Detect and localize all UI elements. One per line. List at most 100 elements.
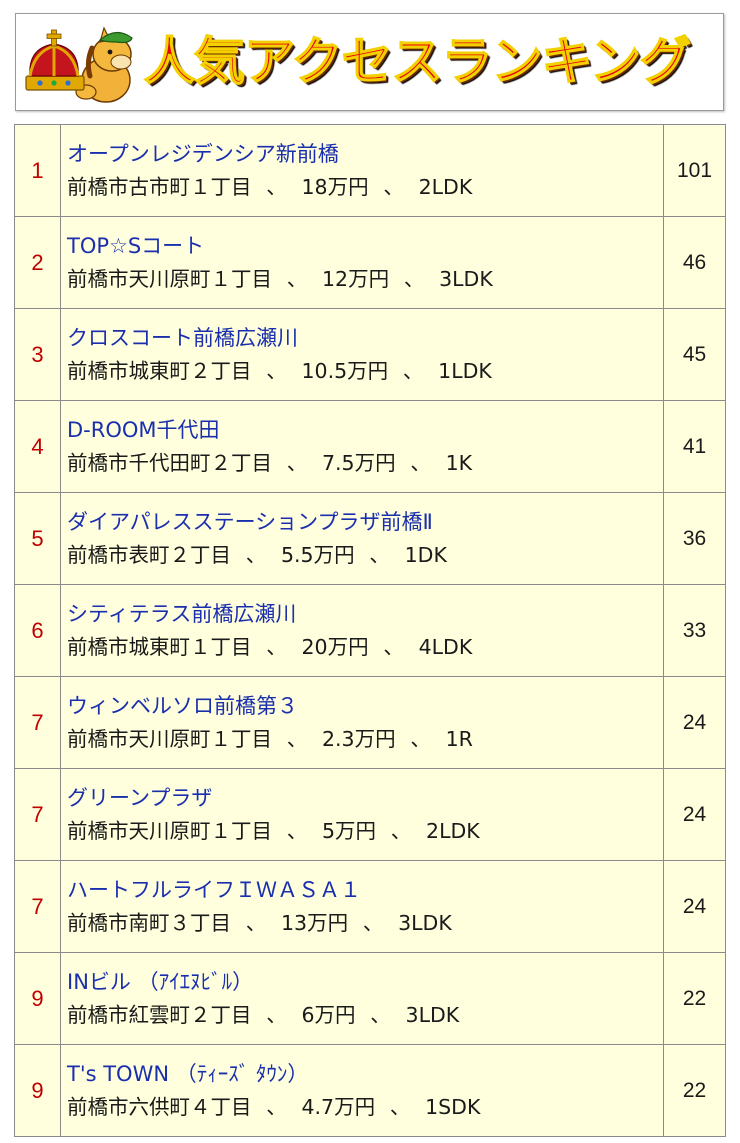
property-layout: 3LDK	[398, 910, 452, 935]
property-layout: 1K	[445, 450, 473, 475]
property-cell: シティテラス前橋広瀬川 前橋市城東町１丁目、 20万円、 4LDK	[60, 584, 664, 677]
ranking-row: 4 D-ROOM千代田 前橋市千代田町２丁目、 7.5万円、 1K 41	[14, 400, 726, 493]
rank-number: 7	[14, 768, 61, 861]
property-rent: 7.5万円	[322, 450, 396, 475]
property-rent: 18万円	[301, 174, 369, 199]
property-detail: 前橋市天川原町１丁目、 12万円、 3LDK	[67, 262, 663, 296]
property-name-link[interactable]: ハートフルライフＩＷＡＳＡ１	[67, 877, 361, 902]
rank-number: 1	[14, 124, 61, 217]
separator: 、	[266, 358, 287, 383]
rank-number: 4	[14, 400, 61, 493]
ranking-banner: 人気アクセスランキング	[15, 13, 724, 111]
rank-number: 6	[14, 584, 61, 677]
separator: 、	[403, 266, 425, 291]
property-address: 前橋市古市町１丁目	[67, 174, 252, 199]
property-address: 前橋市千代田町２丁目	[67, 450, 272, 475]
property-detail: 前橋市城東町２丁目、 10.5万円、 1LDK	[67, 354, 663, 388]
property-rent: 2.3万円	[322, 726, 396, 751]
rank-number: 9	[14, 952, 61, 1045]
property-address: 前橋市紅雲町２丁目	[67, 1002, 252, 1027]
rank-number: 7	[14, 676, 61, 769]
separator: 、	[390, 818, 412, 843]
ranking-row: 3 クロスコート前橋広瀬川 前橋市城東町２丁目、 10.5万円、 1LDK 45	[14, 308, 726, 401]
property-rent: 6万円	[301, 1002, 356, 1027]
property-name-link[interactable]: D-ROOM千代田	[67, 417, 220, 442]
property-cell: ハートフルライフＩＷＡＳＡ１ 前橋市南町３丁目、 13万円、 3LDK	[60, 860, 664, 953]
property-layout: 3LDK	[405, 1002, 460, 1027]
access-count: 24	[663, 676, 726, 769]
property-detail: 前橋市天川原町１丁目、 2.3万円、 1R	[67, 722, 663, 756]
property-name-link[interactable]: グリーンプラザ	[67, 785, 213, 810]
separator: 、	[286, 450, 308, 475]
property-rent: 13万円	[281, 910, 349, 935]
property-name-link[interactable]: クロスコート前橋広瀬川	[67, 325, 298, 350]
separator: 、	[245, 910, 267, 935]
separator: 、	[266, 174, 287, 199]
property-cell: オープンレジデンシア新前橋 前橋市古市町１丁目、 18万円、 2LDK	[60, 124, 664, 217]
ranking-row: 1 オープンレジデンシア新前橋 前橋市古市町１丁目、 18万円、 2LDK 101	[14, 124, 726, 217]
separator: 、	[402, 358, 424, 383]
separator: 、	[266, 634, 287, 659]
property-name-link[interactable]: INビル （ｱｲｴﾇﾋﾞﾙ）	[67, 969, 254, 994]
property-layout: 1LDK	[438, 358, 492, 383]
property-detail: 前橋市紅雲町２丁目、 6万円、 3LDK	[67, 998, 663, 1032]
property-layout: 1DK	[404, 542, 447, 567]
property-name-link[interactable]: ダイアパレスステーションプラザ前橋Ⅱ	[67, 509, 433, 534]
property-rent: 12万円	[322, 266, 390, 291]
property-address: 前橋市天川原町１丁目	[67, 818, 272, 843]
property-address: 前橋市天川原町１丁目	[67, 266, 272, 291]
separator: 、	[286, 266, 308, 291]
property-layout: 2LDK	[426, 818, 480, 843]
property-cell: D-ROOM千代田 前橋市千代田町２丁目、 7.5万円、 1K	[60, 400, 664, 493]
property-address: 前橋市六供町４丁目	[67, 1094, 252, 1119]
ranking-table: 1 オープンレジデンシア新前橋 前橋市古市町１丁目、 18万円、 2LDK 101 2 TOP…	[14, 124, 726, 1137]
ranking-row: 7 グリーンプラザ 前橋市天川原町１丁目、 5万円、 2LDK 24	[14, 768, 726, 861]
property-cell: クロスコート前橋広瀬川 前橋市城東町２丁目、 10.5万円、 1LDK	[60, 308, 664, 401]
ranking-row: 6 シティテラス前橋広瀬川 前橋市城東町１丁目、 20万円、 4LDK 33	[14, 584, 726, 677]
separator: 、	[245, 542, 267, 567]
property-name-link[interactable]: TOP☆Sコート	[67, 233, 205, 258]
property-name-link[interactable]: T's TOWN （ﾃｨｰｽﾞ ﾀｳﾝ）	[67, 1061, 309, 1086]
property-detail: 前橋市天川原町１丁目、 5万円、 2LDK	[67, 814, 663, 848]
access-count: 46	[663, 216, 726, 309]
property-detail: 前橋市城東町１丁目、 20万円、 4LDK	[67, 630, 663, 664]
separator: 、	[362, 910, 384, 935]
ranking-row: 9 INビル （ｱｲｴﾇﾋﾞﾙ） 前橋市紅雲町２丁目、 6万円、 3LDK 22	[14, 952, 726, 1045]
crown-mascot-icon	[25, 26, 133, 103]
property-cell: INビル （ｱｲｴﾇﾋﾞﾙ） 前橋市紅雲町２丁目、 6万円、 3LDK	[60, 952, 664, 1045]
separator: 、	[286, 818, 308, 843]
rank-number: 3	[14, 308, 61, 401]
rank-number: 7	[14, 860, 61, 953]
separator: 、	[410, 726, 431, 751]
property-detail: 前橋市六供町４丁目、 4.7万円、 1SDK	[67, 1090, 663, 1124]
access-count: 36	[663, 492, 726, 585]
property-name-link[interactable]: シティテラス前橋広瀬川	[67, 601, 297, 626]
rank-number: 2	[14, 216, 61, 309]
property-detail: 前橋市古市町１丁目、 18万円、 2LDK	[67, 170, 663, 204]
property-rent: 4.7万円	[301, 1094, 376, 1119]
property-rent: 20万円	[301, 634, 369, 659]
property-layout: 4LDK	[418, 634, 473, 659]
access-count: 22	[663, 1044, 726, 1137]
property-cell: グリーンプラザ 前橋市天川原町１丁目、 5万円、 2LDK	[60, 768, 664, 861]
access-count: 24	[663, 768, 726, 861]
property-name-link[interactable]: オープンレジデンシア新前橋	[67, 141, 339, 166]
separator: 、	[389, 1094, 411, 1119]
access-count: 41	[663, 400, 726, 493]
property-rent: 5万円	[322, 818, 377, 843]
property-cell: T's TOWN （ﾃｨｰｽﾞ ﾀｳﾝ） 前橋市六供町４丁目、 4.7万円、 1SDK	[60, 1044, 664, 1137]
access-count: 22	[663, 952, 726, 1045]
access-count: 45	[663, 308, 726, 401]
separator: 、	[266, 1094, 287, 1119]
property-cell: ウィンベルソロ前橋第３ 前橋市天川原町１丁目、 2.3万円、 1R	[60, 676, 664, 769]
property-address: 前橋市南町３丁目	[67, 910, 231, 935]
ranking-row: 5 ダイアパレスステーションプラザ前橋Ⅱ 前橋市表町２丁目、 5.5万円、 1DK 36	[14, 492, 726, 585]
rank-number: 5	[14, 492, 61, 585]
property-rent: 10.5万円	[301, 358, 389, 383]
access-count: 33	[663, 584, 726, 677]
property-name-link[interactable]: ウィンベルソロ前橋第３	[67, 693, 298, 718]
property-address: 前橋市城東町１丁目	[67, 634, 252, 659]
ranking-row: 7 ハートフルライフＩＷＡＳＡ１ 前橋市南町３丁目、 13万円、 3LDK 24	[14, 860, 726, 953]
property-layout: 3LDK	[439, 266, 493, 291]
access-count: 24	[663, 860, 726, 953]
